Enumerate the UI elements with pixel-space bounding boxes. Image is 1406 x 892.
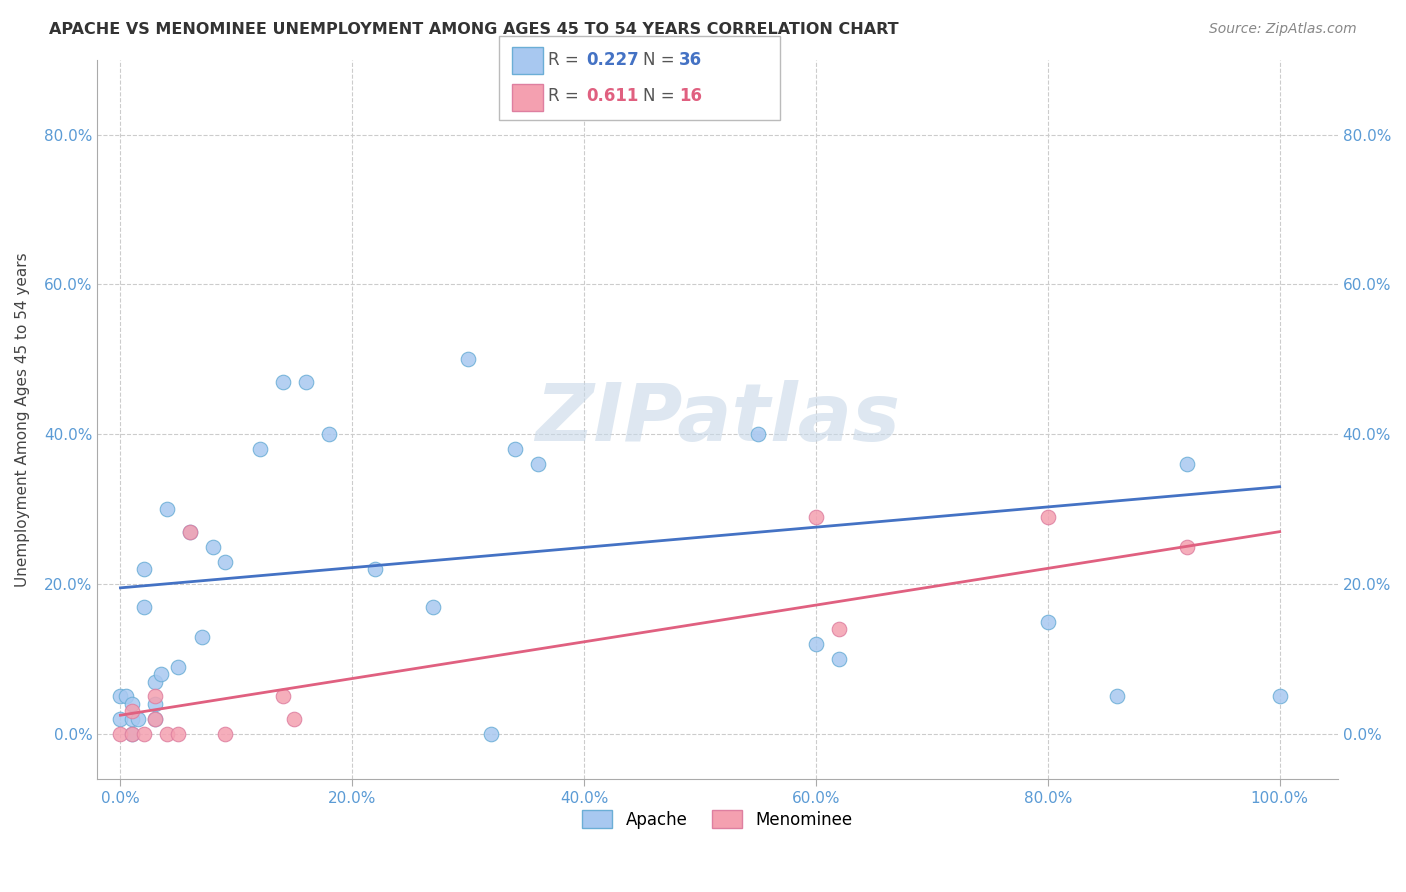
Point bbox=[143, 712, 166, 726]
Point bbox=[110, 727, 132, 741]
Point bbox=[121, 705, 143, 719]
Point bbox=[127, 712, 149, 726]
Point bbox=[214, 555, 236, 569]
Text: 0.611: 0.611 bbox=[586, 87, 638, 105]
Point bbox=[132, 562, 155, 576]
Y-axis label: Unemployment Among Ages 45 to 54 years: Unemployment Among Ages 45 to 54 years bbox=[15, 252, 30, 587]
Text: 36: 36 bbox=[679, 51, 702, 69]
Point bbox=[1036, 509, 1059, 524]
Point bbox=[526, 457, 548, 471]
Point bbox=[132, 599, 155, 614]
Point bbox=[132, 727, 155, 741]
Point bbox=[121, 727, 143, 741]
Point bbox=[318, 427, 340, 442]
Point bbox=[190, 630, 212, 644]
Point bbox=[115, 690, 138, 704]
Point bbox=[804, 637, 827, 651]
Text: ZIPatlas: ZIPatlas bbox=[534, 380, 900, 458]
Point bbox=[364, 562, 387, 576]
Text: 16: 16 bbox=[679, 87, 702, 105]
Point bbox=[804, 509, 827, 524]
Point bbox=[110, 690, 132, 704]
Point bbox=[143, 697, 166, 711]
Point bbox=[422, 599, 444, 614]
Point bbox=[1175, 457, 1198, 471]
Text: R =: R = bbox=[548, 51, 579, 69]
Point bbox=[143, 712, 166, 726]
Text: 0.227: 0.227 bbox=[586, 51, 640, 69]
Point bbox=[1036, 615, 1059, 629]
Point bbox=[249, 442, 271, 457]
Point bbox=[271, 690, 294, 704]
Point bbox=[156, 502, 179, 516]
Text: N =: N = bbox=[643, 87, 673, 105]
Point bbox=[143, 690, 166, 704]
Point bbox=[479, 727, 502, 741]
Point bbox=[121, 697, 143, 711]
Point bbox=[457, 352, 479, 367]
Legend: Apache, Menominee: Apache, Menominee bbox=[575, 804, 859, 835]
Point bbox=[295, 375, 318, 389]
Point bbox=[121, 712, 143, 726]
Point bbox=[202, 540, 225, 554]
Point bbox=[143, 674, 166, 689]
Point bbox=[283, 712, 305, 726]
Point bbox=[747, 427, 769, 442]
Point bbox=[828, 652, 851, 666]
Text: APACHE VS MENOMINEE UNEMPLOYMENT AMONG AGES 45 TO 54 YEARS CORRELATION CHART: APACHE VS MENOMINEE UNEMPLOYMENT AMONG A… bbox=[49, 22, 898, 37]
Point bbox=[167, 659, 190, 673]
Point bbox=[828, 622, 851, 636]
Point bbox=[167, 727, 190, 741]
Point bbox=[1175, 540, 1198, 554]
Text: N =: N = bbox=[643, 51, 673, 69]
Point bbox=[179, 524, 201, 539]
Point bbox=[1107, 690, 1129, 704]
Text: Source: ZipAtlas.com: Source: ZipAtlas.com bbox=[1209, 22, 1357, 37]
Point bbox=[1268, 690, 1291, 704]
Point bbox=[110, 712, 132, 726]
Point bbox=[179, 524, 201, 539]
Point bbox=[503, 442, 526, 457]
Point bbox=[271, 375, 294, 389]
Point bbox=[156, 727, 179, 741]
Point bbox=[121, 727, 143, 741]
Text: R =: R = bbox=[548, 87, 579, 105]
Point bbox=[214, 727, 236, 741]
Point bbox=[150, 667, 173, 681]
